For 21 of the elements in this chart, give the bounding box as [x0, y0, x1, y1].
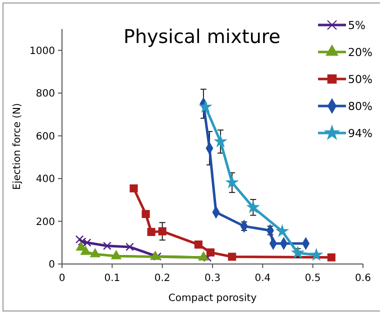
chart-title: Physical mixture — [124, 26, 280, 48]
x-tick-label: 0.4 — [254, 273, 271, 284]
y-axis-title: Ejection force (N) — [12, 103, 23, 190]
y-tick-label: 200 — [36, 216, 55, 228]
x-tick-label: 0.3 — [204, 273, 220, 284]
y-tick-label: 800 — [36, 88, 55, 100]
y-tick-label: 600 — [36, 131, 55, 142]
x-tick-label: 0 — [58, 273, 66, 284]
legend-label: 80% — [348, 100, 372, 113]
legend-label: 50% — [348, 72, 372, 86]
x-axis-title: Compact porosity — [168, 293, 257, 304]
x-tick-label: 0.6 — [355, 273, 371, 284]
legend-label: 20% — [348, 46, 372, 59]
x-tick-label: 0.5 — [304, 273, 321, 284]
legend-label: 94% — [348, 126, 372, 140]
y-tick-label: 400 — [36, 174, 55, 186]
y-tick-label: 0 — [48, 260, 55, 270]
x-tick-label: 0.1 — [104, 273, 120, 284]
y-tick-label: 1000 — [30, 46, 55, 57]
x-tick-label: 0.2 — [154, 273, 170, 284]
legend-label: 5% — [348, 18, 366, 32]
